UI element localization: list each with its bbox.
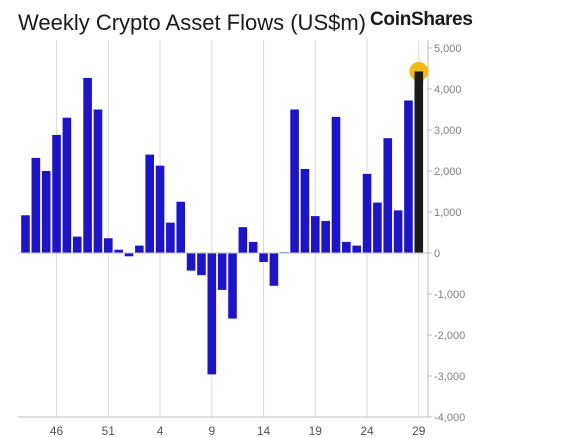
bar <box>21 215 30 253</box>
x-tick-label: 29 <box>412 424 426 438</box>
x-tick-label: 24 <box>360 424 374 438</box>
y-tick-label: -3,000 <box>434 371 465 383</box>
bar <box>186 253 196 271</box>
chart-axes: 5,000 4,000 3,000 2,000 1,000 0 -1,000 -2,000 -3… <box>18 40 465 438</box>
latest-bar-cap <box>414 71 424 83</box>
bar <box>311 216 320 253</box>
bar <box>31 157 41 253</box>
y-tick-label: 3,000 <box>434 125 462 137</box>
bar-latest-week <box>414 73 424 253</box>
brand-logo: CoinShares <box>370 9 473 30</box>
x-tick-label: 46 <box>50 424 64 438</box>
bar <box>135 245 144 253</box>
bar <box>321 221 330 253</box>
bar <box>207 253 217 375</box>
bar <box>217 253 227 290</box>
bar <box>342 241 351 253</box>
chart-marks <box>409 61 429 83</box>
bar <box>290 109 299 253</box>
bar <box>373 202 382 253</box>
y-tick-label: -4,000 <box>434 412 465 424</box>
bar <box>228 253 237 319</box>
bar <box>404 100 413 253</box>
bar <box>72 236 82 253</box>
bar <box>83 77 92 254</box>
bar <box>248 241 258 253</box>
y-tick-label: 5,000 <box>434 43 462 55</box>
bar <box>362 173 372 253</box>
bar <box>52 134 61 253</box>
y-tick-label: 1,000 <box>434 207 462 219</box>
bar <box>352 245 361 253</box>
x-tick-label: 19 <box>309 424 323 438</box>
bar <box>166 222 175 253</box>
y-tick-label: 2,000 <box>434 166 462 178</box>
bar <box>331 116 341 253</box>
bar <box>269 253 279 286</box>
bar <box>104 238 113 253</box>
y-tick-label: -2,000 <box>434 330 465 342</box>
bar <box>259 253 268 263</box>
y-tick-label: -1,000 <box>434 289 465 301</box>
bar <box>93 109 103 253</box>
chart-title: Weekly Crypto Asset Flows (US$m) <box>18 10 367 35</box>
y-tick-label: 4,000 <box>434 84 462 96</box>
x-tick-label: 9 <box>208 424 215 438</box>
bar <box>393 210 403 253</box>
bar <box>41 171 51 253</box>
bar <box>300 168 310 253</box>
bar <box>155 165 165 253</box>
y-tick-label: 0 <box>434 248 440 260</box>
bar <box>145 154 154 253</box>
bar <box>197 253 206 276</box>
bar <box>176 201 186 253</box>
bar <box>114 249 123 253</box>
x-tick-label: 14 <box>257 424 271 438</box>
bar <box>238 227 248 253</box>
x-tick-label: 51 <box>102 424 116 438</box>
bar <box>383 138 393 253</box>
x-tick-label: 4 <box>157 424 164 438</box>
chart-bars <box>21 73 424 375</box>
bar <box>124 253 134 257</box>
bar <box>62 117 72 253</box>
